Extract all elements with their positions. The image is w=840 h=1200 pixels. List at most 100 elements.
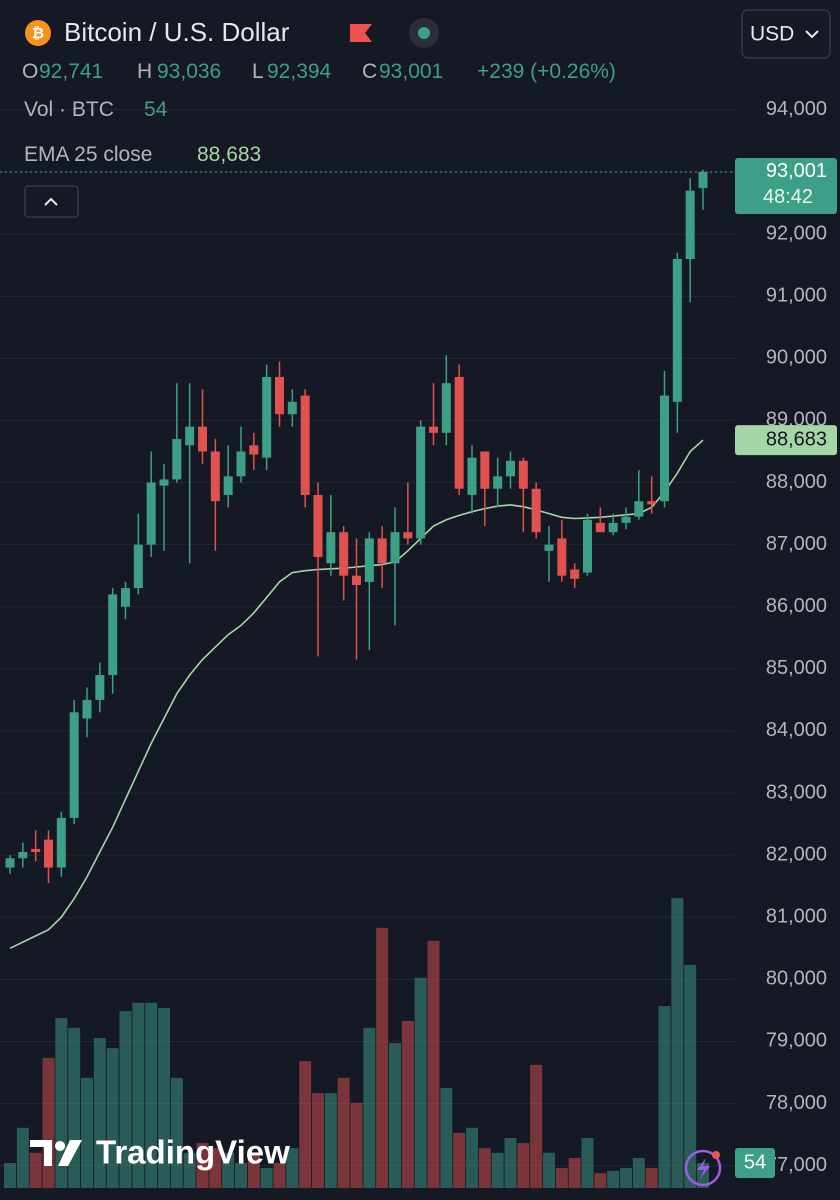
alert-icon[interactable] (684, 1149, 722, 1187)
candle-body (326, 532, 336, 564)
volume-bar (491, 1152, 504, 1188)
volume-bar (222, 1152, 235, 1188)
y-tick-label: 84,000 (766, 719, 827, 741)
candle-body (198, 426, 207, 452)
last-price-tag (735, 157, 837, 214)
volume-bar (632, 1157, 645, 1188)
candle-body (544, 544, 554, 551)
volume-bar (517, 1143, 530, 1188)
y-tick-label: 78,000 (766, 1092, 827, 1114)
candles (5, 169, 708, 884)
collapse-button[interactable] (24, 185, 79, 218)
collapse-chevron (44, 197, 58, 206)
candle-body (275, 376, 284, 415)
volume-bar (324, 1093, 337, 1188)
volume-bar (530, 1064, 543, 1188)
y-tick-label: 90,000 (766, 347, 827, 369)
volume-bar (235, 1162, 247, 1188)
candle-body (210, 451, 220, 502)
candle-body (249, 445, 259, 455)
candle-body (390, 532, 400, 564)
y-tick-label: 80,000 (766, 968, 827, 990)
candle-body (621, 516, 631, 523)
candle-body (467, 457, 477, 495)
ohlc-value: 92,394 (267, 60, 332, 83)
y-tick-label: 77,000 (766, 1154, 827, 1176)
ohlc-key: C (362, 60, 377, 83)
candle-body (506, 460, 515, 477)
volume-bar (209, 1148, 222, 1188)
candle-body (364, 538, 374, 582)
volume-bar (42, 1057, 55, 1188)
volume-bar (183, 1152, 196, 1188)
candle-body (69, 712, 79, 818)
currency-button[interactable] (741, 9, 831, 59)
candle-body (82, 699, 92, 719)
candle-body (236, 451, 246, 477)
candle-body (262, 376, 272, 458)
ema-price-label: 88,683 (766, 428, 827, 450)
ohlc-key: H (137, 60, 152, 83)
ema-legend: EMA 25 close 88,683 (24, 143, 261, 166)
volume-bar (55, 1018, 68, 1188)
candle-body (660, 395, 669, 502)
ohlc-value: 93,036 (157, 60, 221, 83)
ema-legend-value: 88,683 (197, 143, 261, 166)
volume-bar (607, 1170, 620, 1188)
volume-bar (299, 1061, 312, 1188)
volume-bar (4, 1162, 16, 1188)
volume-bar (363, 1027, 376, 1188)
ohlc-legend: O92,741 H 93,036 L 92,394 C93,001 +239 (+0… (22, 60, 616, 83)
candle-body (672, 258, 682, 402)
ohlc-key: O (22, 60, 38, 83)
volume-bar (671, 898, 684, 1188)
candle-body (352, 575, 361, 585)
candle-body (583, 519, 592, 573)
volume-bar (196, 1143, 209, 1188)
volume-bar (312, 1093, 324, 1188)
volume-bar (260, 1168, 273, 1188)
watermark-logo-dot (55, 1141, 65, 1151)
y-tick-label: 94,000 (766, 98, 827, 120)
flag-icon[interactable] (350, 24, 372, 42)
change: +239 (+0.26%) (477, 60, 616, 83)
volume-bar (401, 1020, 414, 1188)
volume-bar (273, 1162, 286, 1188)
volume-bar (504, 1137, 517, 1188)
volume-bar (106, 1048, 119, 1188)
y-tick-label: 92,000 (766, 222, 827, 244)
watermark: TradingView (30, 1134, 290, 1171)
watermark-logo-slash (58, 1140, 82, 1166)
candle-body (403, 532, 413, 539)
volume-legend-value: 54 (144, 98, 168, 121)
candle-body (377, 538, 387, 564)
candle-body (56, 817, 66, 868)
bitcoin-icon-glyph: ₿ (32, 25, 44, 42)
last-price-label: 93,001 (766, 160, 827, 182)
overlay: ₿ Bitcoin / U.S. Dollar USD O92,741 H 93,… (22, 9, 831, 1187)
volume-bar (286, 1148, 299, 1188)
candle-body (698, 171, 708, 189)
volume-bar (684, 964, 697, 1188)
volume-bar (68, 1027, 81, 1188)
volume-bar (414, 977, 427, 1188)
candle-body (185, 426, 195, 446)
volume-bar (555, 1168, 568, 1188)
status-dot (418, 27, 430, 39)
candle-body (454, 376, 464, 489)
y-tick-label: 86,000 (766, 595, 827, 617)
candle-body (18, 852, 28, 859)
ohlc-value: 92,741 (39, 60, 103, 83)
volume-bar (247, 1152, 260, 1188)
volume-bar (337, 1077, 350, 1188)
volume-bar (170, 1077, 183, 1188)
volume-bar (453, 1132, 466, 1188)
candle-body (108, 594, 118, 676)
candle-body (5, 858, 15, 868)
candle-body (480, 451, 490, 489)
candle-body (634, 501, 644, 517)
candle-body (313, 494, 323, 558)
volume-bar (478, 1148, 491, 1188)
countdown-label: 48:42 (763, 186, 813, 208)
currency-label: USD (750, 23, 794, 46)
